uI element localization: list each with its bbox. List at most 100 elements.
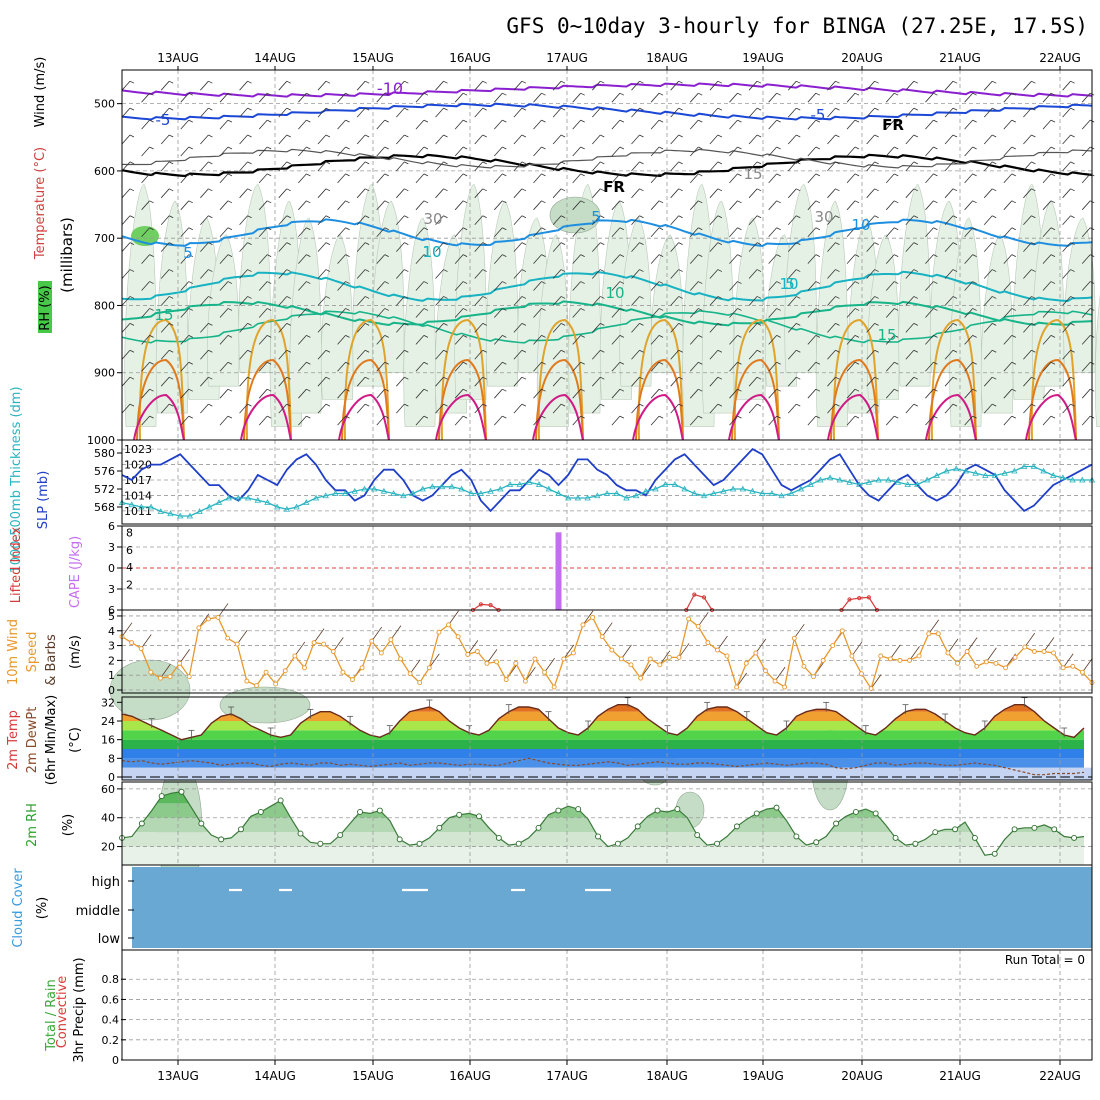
wind-barb xyxy=(689,200,699,211)
thickness-marker xyxy=(817,476,824,483)
thickness-marker xyxy=(147,503,155,510)
wind-barb-flag xyxy=(227,281,233,284)
wind-barb xyxy=(180,415,190,426)
wind-barb xyxy=(513,269,523,279)
wind-barb-flag xyxy=(560,296,566,299)
wind-barb-flag xyxy=(639,242,644,245)
wind-barb-flag xyxy=(208,403,213,407)
wind-barb-flag xyxy=(913,403,919,407)
wind-barb-flag xyxy=(188,200,193,204)
wind-barb xyxy=(278,107,288,118)
wind-barb xyxy=(592,80,601,91)
wind-barb-flag xyxy=(815,200,821,204)
wind-barb xyxy=(787,242,797,252)
wind-barb xyxy=(748,323,758,333)
wind-barb-flag xyxy=(835,80,840,84)
wind-barb xyxy=(160,350,170,360)
thickness-marker xyxy=(157,508,164,514)
wind-barb xyxy=(846,200,856,211)
wind-barb xyxy=(650,119,660,130)
wind-barb xyxy=(768,146,777,157)
wind-barb xyxy=(787,403,797,414)
thickness-marker xyxy=(1020,463,1028,469)
wind-barb-flag xyxy=(188,361,193,365)
wind-barb-flag xyxy=(1050,119,1056,123)
thickness-tick-label: 580 xyxy=(94,447,115,460)
lifted-index-marker xyxy=(478,602,483,607)
wind-barb-flag xyxy=(306,415,311,419)
wind-barb xyxy=(376,415,386,426)
wind-barb-flag xyxy=(423,92,429,96)
wind-barb xyxy=(435,296,444,306)
surface-wind-barb xyxy=(390,625,402,640)
wind-barb xyxy=(435,350,444,360)
wind-barb-flag xyxy=(776,254,781,257)
wind-barb-flag xyxy=(600,376,605,380)
rh-marker xyxy=(595,833,601,840)
wind-barb-flag xyxy=(345,415,350,419)
wind-barb-flag xyxy=(286,349,291,353)
wind-barb xyxy=(1081,362,1091,372)
wind-barb xyxy=(905,296,915,306)
wind-barb-flag xyxy=(149,415,154,419)
wind-barb-flag xyxy=(169,403,174,407)
wind-barb-flag xyxy=(169,376,174,380)
wind-barb-flag xyxy=(639,296,644,299)
temp-band xyxy=(122,730,1084,740)
wind-barb xyxy=(180,92,190,103)
wind-barb-flag xyxy=(756,296,762,299)
slp-tick-label: 1020 xyxy=(124,459,152,472)
wind-barb xyxy=(533,92,542,103)
wind-barb-flag xyxy=(796,80,801,84)
thickness-marker xyxy=(264,499,271,505)
wind-barb-flag xyxy=(952,107,958,111)
wind-barb xyxy=(964,146,973,157)
wind-barb xyxy=(1042,119,1052,130)
wind-barb-flag xyxy=(815,281,821,284)
wind-barb-flag xyxy=(580,335,585,338)
wind-barb xyxy=(258,254,268,264)
contour-minus10 xyxy=(121,82,1093,98)
wind-barb-flag xyxy=(443,376,448,380)
thickness-marker xyxy=(545,485,552,492)
wind-barb xyxy=(121,269,131,279)
wind-barb-flag xyxy=(658,92,664,96)
wind-barb-flag xyxy=(325,107,331,111)
wind-barb xyxy=(121,296,131,306)
wind-barb xyxy=(533,254,542,264)
wind-barb-flag xyxy=(756,80,762,84)
wind-barb-flag xyxy=(227,361,233,365)
wind-barb-flag xyxy=(345,254,350,257)
wind-barb xyxy=(729,335,738,345)
wind-barb xyxy=(533,415,542,426)
lifted-tick-label: 6 xyxy=(108,604,115,617)
wind-barb-flag xyxy=(560,215,566,219)
wind-barb-flag xyxy=(698,173,703,177)
wind-barb xyxy=(141,227,150,237)
wind-barb-flag xyxy=(952,376,958,380)
wind-barb-flag xyxy=(306,119,311,123)
wind-barb-flag xyxy=(737,361,742,365)
wind-barb xyxy=(846,92,856,103)
wind-barb xyxy=(885,281,895,291)
wind-barb xyxy=(592,107,601,118)
wind-barb xyxy=(709,188,719,199)
contour-freezing-secondary xyxy=(121,148,1093,169)
wind-barb xyxy=(298,335,307,345)
wind-barb xyxy=(435,107,444,118)
wind-barb xyxy=(866,350,875,360)
thickness-tick-label: 568 xyxy=(94,501,115,514)
wind-barb xyxy=(454,362,464,372)
wind-barb xyxy=(552,107,562,118)
wind-barb-flag xyxy=(404,349,409,353)
precip-tick-label: 0.6 xyxy=(102,993,120,1006)
wind-barb xyxy=(513,242,523,252)
wind-barb xyxy=(160,161,170,172)
wind-barb xyxy=(141,388,150,399)
wind-speed-marker xyxy=(695,623,701,629)
temp-label-1: 2m Temp xyxy=(6,710,21,770)
surface-wind-barb xyxy=(140,634,152,649)
wind-barb xyxy=(1023,188,1032,199)
wind-barb xyxy=(435,403,444,414)
